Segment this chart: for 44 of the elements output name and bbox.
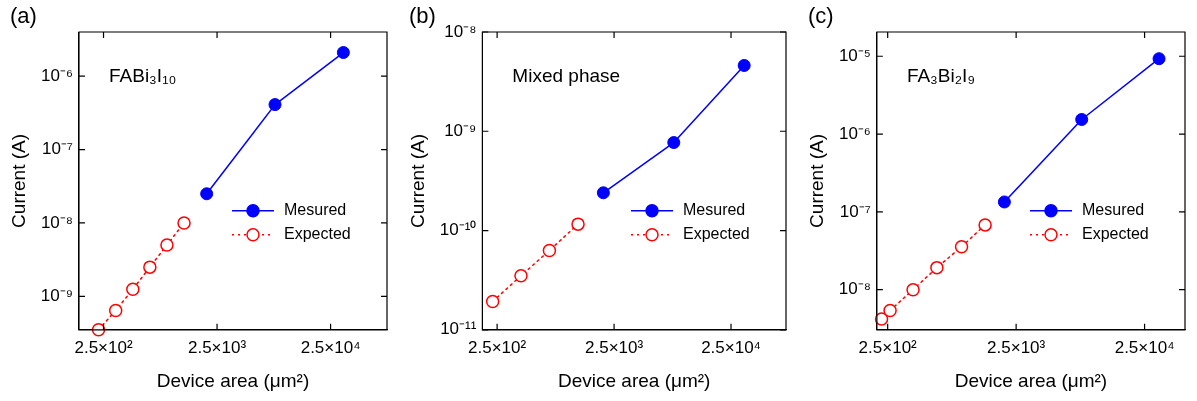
x-axis-title: Device area (μm²) <box>557 369 711 391</box>
y-tick-label: 10⁻⁹ <box>444 120 477 140</box>
legend-label: Expected <box>284 225 351 243</box>
x-axis-title: Device area (μm²) <box>156 369 310 391</box>
y-tick-label: 10⁻⁷ <box>839 201 871 221</box>
x-tick-label: 2.5×10² <box>468 337 527 357</box>
x-tick-label: 2.5×10³ <box>987 337 1046 357</box>
point <box>143 260 157 274</box>
legend-label: Mesured <box>683 201 746 219</box>
point <box>160 238 174 252</box>
annotation: FA₃Bi₂I₉ <box>906 64 975 86</box>
y-tick-label: 10⁻¹⁰ <box>439 220 477 240</box>
point <box>126 282 140 296</box>
x-tick-label: 2.5×10⁴ <box>1114 337 1175 357</box>
y-tick-label: 10⁻¹¹ <box>440 319 477 339</box>
chart-title: (c) <box>808 3 834 29</box>
x-tick-label: 2.5×10² <box>74 337 133 357</box>
y-tick-label: 10⁻⁸ <box>838 279 871 299</box>
point <box>108 303 123 318</box>
x-tick-label: 2.5×10³ <box>585 337 644 357</box>
x-tick-label: 2.5×10² <box>858 337 918 357</box>
y-tick-label: 10⁻⁶ <box>41 65 73 85</box>
y-tick-label: 10⁻⁹ <box>40 286 73 306</box>
annotation: Mixed phase <box>512 64 621 86</box>
y-axis-title: Current (A) <box>7 133 29 228</box>
y-tick-label: 10⁻⁷ <box>41 139 73 159</box>
y-tick-label: 10⁻⁸ <box>444 21 477 41</box>
point <box>177 216 191 230</box>
chart-title: (a) <box>10 3 37 29</box>
x-tick-label: 2.5×10³ <box>187 337 247 357</box>
x-tick-label: 2.5×10⁴ <box>300 337 361 357</box>
legend-label: Expected <box>683 225 750 243</box>
annotation: FABi₃I₁₀ <box>108 64 177 86</box>
legend-label: Mesured <box>284 201 347 219</box>
x-tick-label: 2.5×10⁴ <box>701 337 761 357</box>
y-axis-title: Current (A) <box>406 133 428 228</box>
y-tick-label: 10⁻⁸ <box>40 212 73 232</box>
legend-label: Expected <box>1082 225 1149 243</box>
y-axis-title: Current (A) <box>805 133 827 228</box>
x-axis-title: Device area (μm²) <box>954 369 1108 391</box>
chart-title: (b) <box>409 3 436 29</box>
legend-label: Mesured <box>1082 201 1145 219</box>
y-tick-label: 10⁻⁵ <box>838 45 871 65</box>
y-tick-label: 10⁻⁶ <box>838 123 871 143</box>
